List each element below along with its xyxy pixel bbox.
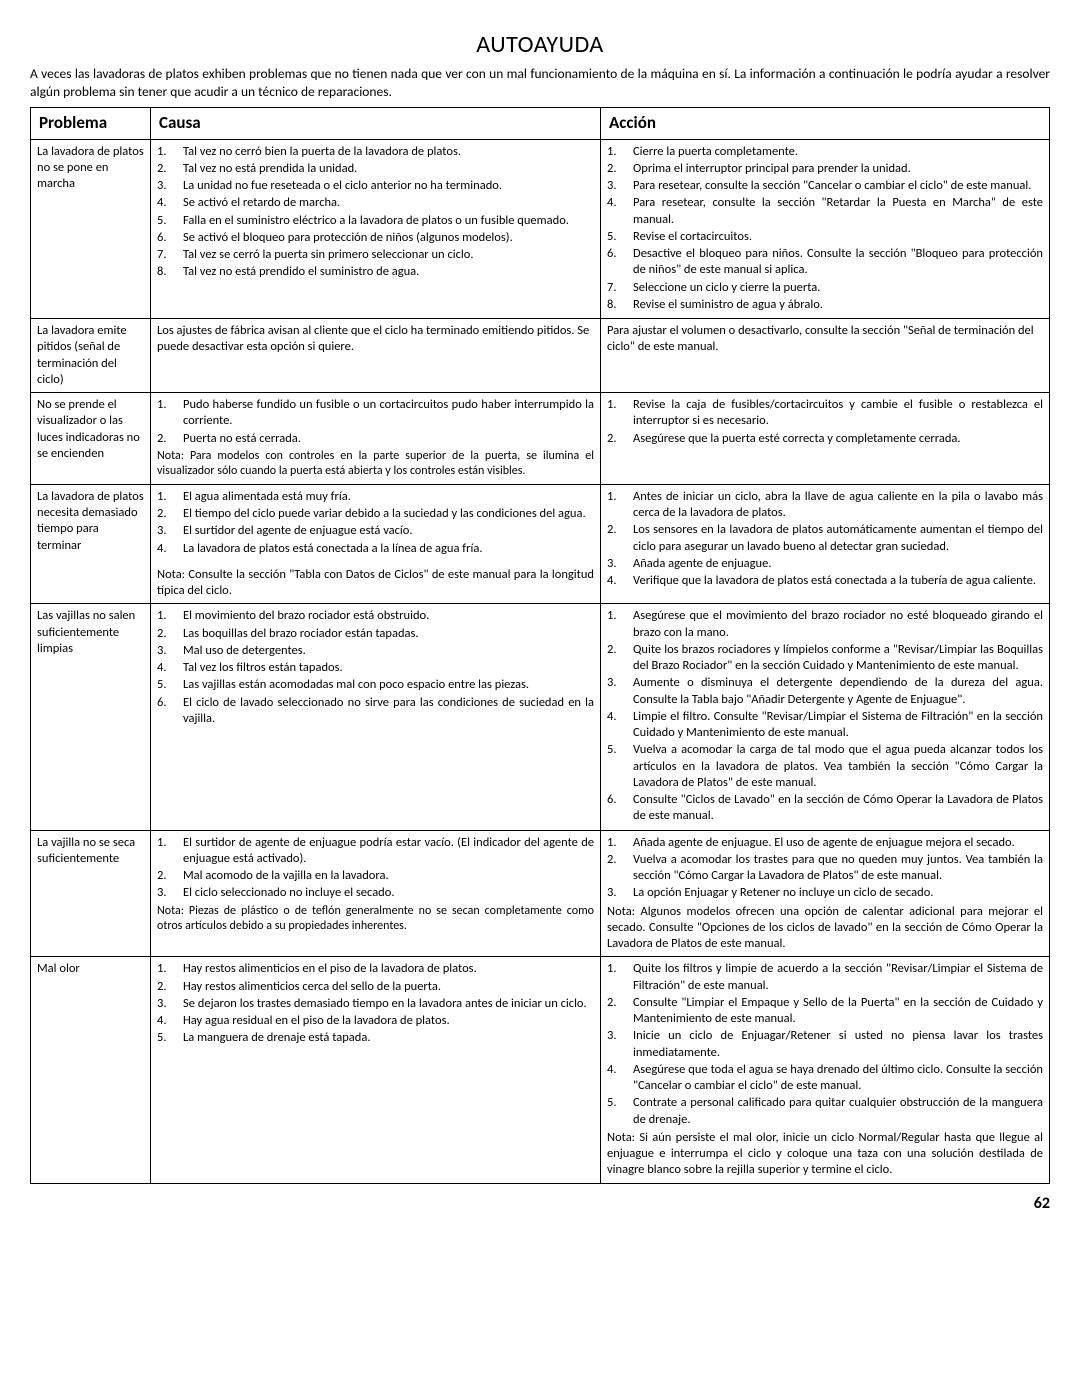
cell-accion: Para ajustar el volumen o desactivarlo, …: [601, 319, 1050, 393]
table-row: La vajilla no se seca suficientemente1.E…: [31, 830, 1050, 957]
troubleshoot-table: Problema Causa Acción La lavadora de pla…: [30, 107, 1050, 1183]
cell-accion: 1.Cierre la puerta completamente.2.Oprim…: [601, 139, 1050, 319]
cell-causa: 1.El surtidor de agente de enjuague podr…: [151, 830, 601, 957]
table-row: Las vajillas no salen suficientemente li…: [31, 604, 1050, 830]
cell-causa: Los ajustes de fábrica avisan al cliente…: [151, 319, 601, 393]
cell-problema: Las vajillas no salen suficientemente li…: [31, 604, 151, 830]
cell-problema: No se prende el visualizador o las luces…: [31, 393, 151, 485]
table-row: La lavadora de platos necesita demasiado…: [31, 484, 1050, 604]
cell-accion: 1.Antes de iniciar un ciclo, abra la lla…: [601, 484, 1050, 604]
cell-problema: Mal olor: [31, 957, 151, 1183]
table-row: La lavadora de platos no se pone en marc…: [31, 139, 1050, 319]
cell-problema: La lavadora de platos necesita demasiado…: [31, 484, 151, 604]
cell-causa: 1.Tal vez no cerró bien la puerta de la …: [151, 139, 601, 319]
cell-accion: 1.Revise la caja de fusibles/cortacircui…: [601, 393, 1050, 485]
cell-problema: La lavadora de platos no se pone en marc…: [31, 139, 151, 319]
cell-causa: 1.Hay restos alimenticios en el piso de …: [151, 957, 601, 1183]
page-number: 62: [30, 1194, 1050, 1213]
cell-accion: 1.Quite los filtros y limpie de acuerdo …: [601, 957, 1050, 1183]
cell-causa: 1.El agua alimentada está muy fría.2.El …: [151, 484, 601, 604]
cell-accion: 1.Asegúrese que el movimiento del brazo …: [601, 604, 1050, 830]
cell-causa: 1.El movimiento del brazo rociador está …: [151, 604, 601, 830]
cell-causa: 1.Pudo haberse fundido un fusible o un c…: [151, 393, 601, 485]
cell-problema: La lavadora emite pitidos (señal de term…: [31, 319, 151, 393]
cell-problema: La vajilla no se seca suficientemente: [31, 830, 151, 957]
cell-accion: 1.Añada agente de enjuague. El uso de ag…: [601, 830, 1050, 957]
header-accion: Acción: [601, 108, 1050, 139]
page-title: AUTOAYUDA: [30, 30, 1050, 59]
intro-text: A veces las lavadoras de platos exhiben …: [30, 65, 1050, 101]
table-row: La lavadora emite pitidos (señal de term…: [31, 319, 1050, 393]
header-causa: Causa: [151, 108, 601, 139]
header-problema: Problema: [31, 108, 151, 139]
table-row: Mal olor1.Hay restos alimenticios en el …: [31, 957, 1050, 1183]
table-row: No se prende el visualizador o las luces…: [31, 393, 1050, 485]
